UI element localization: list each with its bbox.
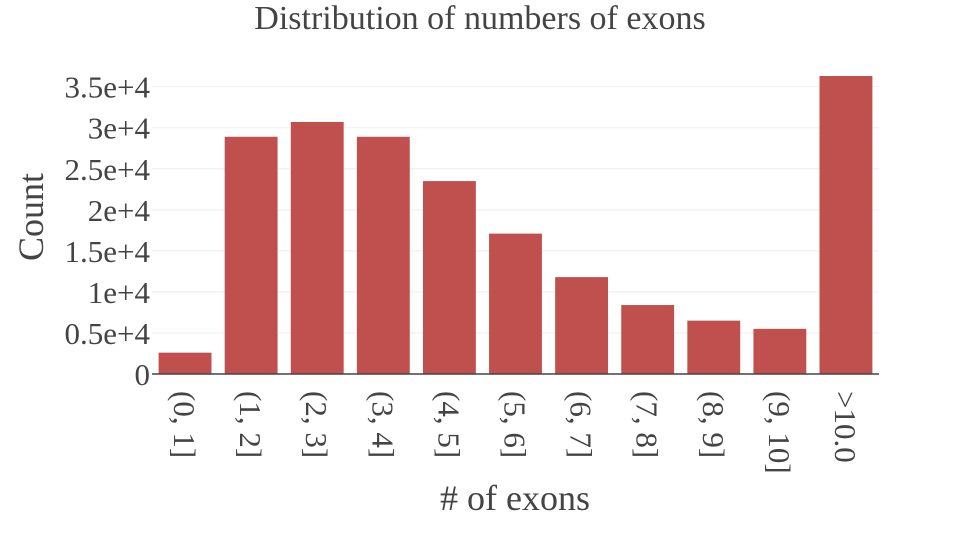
y-tick-label: 0 (135, 357, 151, 392)
bar (356, 136, 410, 374)
bar (753, 328, 807, 374)
bar (687, 320, 741, 374)
x-tick-labels: (0, 1] (1, 2] (2, 3] (3, 4] (4, 5] (5, 6] (6, … (167, 391, 863, 474)
x-tick-label: (0, 1] (167, 391, 202, 458)
x-axis-title: # of exons (440, 478, 590, 518)
x-tick-label: (3, 4] (365, 391, 400, 458)
x-tick-label: (1, 2] (233, 391, 268, 458)
bars (158, 76, 873, 375)
y-tick-label: 1e+4 (88, 275, 151, 310)
bar (555, 277, 609, 374)
x-tick-label: (8, 9] (696, 391, 731, 458)
chart-title: Distribution of numbers of exons (254, 0, 705, 37)
x-tick-label: (9, 10] (762, 391, 797, 474)
x-tick-label: (7, 8] (630, 391, 665, 458)
bar (621, 305, 675, 374)
y-axis-title: Count (11, 173, 51, 261)
bar (290, 121, 344, 375)
y-tick-label: 3e+4 (88, 111, 151, 146)
y-tick-label: 0.5e+4 (65, 316, 151, 351)
y-tick-labels: 0 0.5e+4 1e+4 1.5e+4 2e+4 2.5e+4 3e+4 3.5e+4 (65, 70, 151, 392)
bar (489, 233, 542, 374)
bar (819, 76, 873, 374)
bar (422, 181, 476, 374)
x-tick-label: (5, 6] (498, 391, 533, 458)
bar (224, 136, 278, 374)
bar (158, 352, 212, 374)
x-tick-label: (4, 5] (431, 391, 466, 458)
y-tick-label: 1.5e+4 (65, 234, 151, 269)
x-tick-label: >10.0 (828, 391, 863, 463)
x-tick-label: (2, 3] (299, 391, 334, 458)
x-tick-label: (6, 7] (564, 391, 599, 458)
y-tick-label: 2e+4 (88, 193, 151, 228)
y-tick-label: 2.5e+4 (65, 152, 151, 187)
y-tick-label: 3.5e+4 (65, 70, 151, 105)
